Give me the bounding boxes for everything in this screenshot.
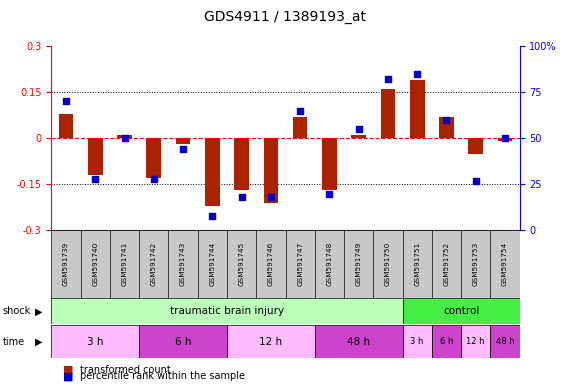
Text: ■: ■ — [63, 365, 73, 375]
Point — [266, 194, 275, 200]
Bar — [468, 138, 483, 154]
Bar — [139, 325, 227, 358]
Point — [179, 146, 188, 152]
Text: GSM591746: GSM591746 — [268, 242, 274, 286]
Bar — [147, 138, 161, 178]
Text: GSM591741: GSM591741 — [122, 242, 127, 286]
Point — [208, 213, 217, 219]
Text: percentile rank within the sample: percentile rank within the sample — [80, 371, 245, 381]
Text: GSM591744: GSM591744 — [210, 242, 215, 286]
Point — [354, 126, 363, 132]
Bar — [293, 117, 307, 138]
Text: 6 h: 6 h — [175, 336, 191, 347]
Text: GSM591752: GSM591752 — [444, 242, 449, 286]
Bar — [403, 298, 520, 324]
Bar — [490, 325, 520, 358]
Point — [413, 71, 422, 77]
Point — [500, 135, 509, 141]
Bar — [410, 80, 424, 138]
Text: GSM591753: GSM591753 — [473, 242, 478, 286]
Text: GDS4911 / 1389193_at: GDS4911 / 1389193_at — [204, 10, 367, 23]
Text: 48 h: 48 h — [496, 337, 514, 346]
Bar — [264, 138, 278, 203]
Bar — [234, 138, 249, 190]
Bar — [117, 135, 132, 138]
Text: GSM591745: GSM591745 — [239, 242, 244, 286]
Point — [120, 135, 129, 141]
Point — [325, 190, 334, 197]
Bar — [439, 117, 454, 138]
Text: time: time — [3, 336, 25, 347]
Text: GSM591742: GSM591742 — [151, 242, 157, 286]
Text: GSM591747: GSM591747 — [297, 242, 303, 286]
Text: ▶: ▶ — [35, 306, 43, 316]
Text: 48 h: 48 h — [347, 336, 370, 347]
Bar — [403, 325, 432, 358]
Point — [442, 117, 451, 123]
Text: 12 h: 12 h — [467, 337, 485, 346]
Bar — [51, 298, 403, 324]
Text: GSM591748: GSM591748 — [327, 242, 332, 286]
Text: control: control — [443, 306, 479, 316]
Text: GSM591754: GSM591754 — [502, 242, 508, 286]
Text: GSM591743: GSM591743 — [180, 242, 186, 286]
Text: ■: ■ — [63, 371, 73, 381]
Text: 12 h: 12 h — [259, 336, 283, 347]
Bar — [322, 138, 337, 190]
Point — [62, 98, 71, 104]
Bar — [461, 325, 490, 358]
Bar — [59, 114, 73, 138]
Text: ▶: ▶ — [35, 336, 43, 347]
Text: traumatic brain injury: traumatic brain injury — [170, 306, 284, 316]
Text: GSM591740: GSM591740 — [93, 242, 98, 286]
Text: 3 h: 3 h — [411, 337, 424, 346]
Text: GSM591750: GSM591750 — [385, 242, 391, 286]
Bar — [176, 138, 190, 144]
Text: GSM591751: GSM591751 — [414, 242, 420, 286]
Point — [296, 108, 305, 114]
Bar — [432, 325, 461, 358]
Point — [471, 177, 480, 184]
Bar — [205, 138, 220, 206]
Text: 6 h: 6 h — [440, 337, 453, 346]
Point — [149, 176, 158, 182]
Bar — [51, 325, 139, 358]
Bar — [351, 135, 366, 138]
Text: 3 h: 3 h — [87, 336, 103, 347]
Bar — [88, 138, 103, 175]
Text: GSM591739: GSM591739 — [63, 242, 69, 286]
Point — [237, 194, 246, 200]
Text: shock: shock — [3, 306, 31, 316]
Bar — [227, 325, 315, 358]
Text: GSM591749: GSM591749 — [356, 242, 361, 286]
Bar — [498, 138, 512, 141]
Bar — [381, 89, 395, 138]
Point — [91, 176, 100, 182]
Text: transformed count: transformed count — [80, 365, 171, 375]
Point — [383, 76, 392, 82]
Bar — [315, 325, 403, 358]
